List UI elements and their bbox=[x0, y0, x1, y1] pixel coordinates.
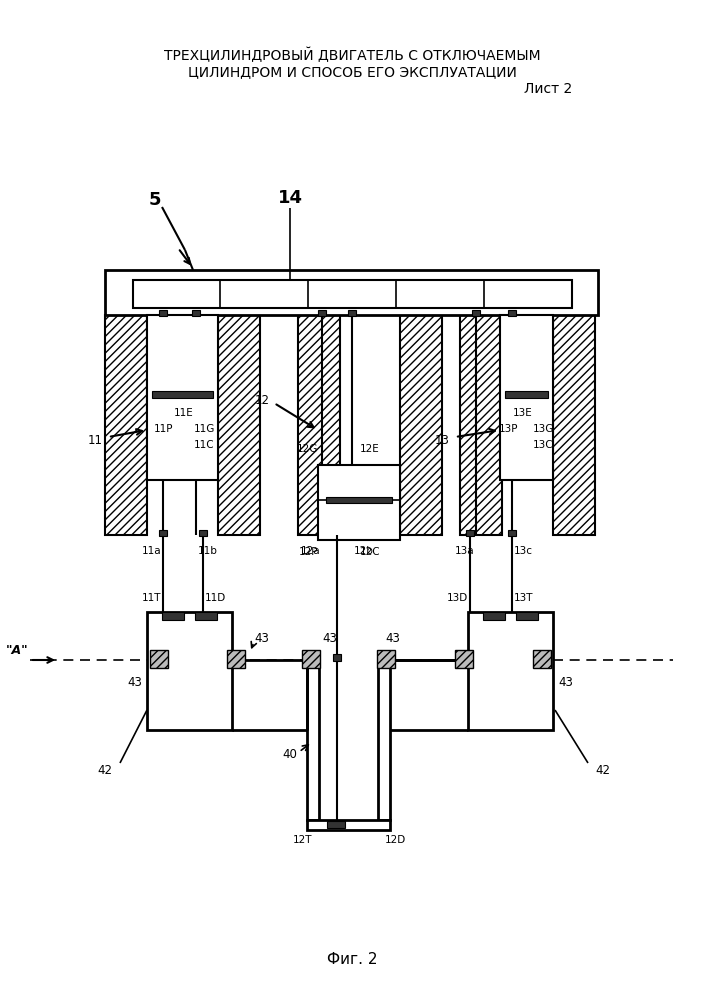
Text: 12E: 12E bbox=[360, 444, 380, 454]
Bar bbox=[327, 821, 345, 828]
Text: 12b: 12b bbox=[354, 546, 374, 556]
Bar bbox=[533, 650, 551, 668]
Text: 12D: 12D bbox=[385, 835, 406, 845]
Text: 13G: 13G bbox=[533, 424, 555, 434]
Text: 12a: 12a bbox=[300, 546, 320, 556]
Bar bbox=[302, 650, 320, 668]
Bar bbox=[318, 465, 400, 540]
Bar bbox=[400, 315, 442, 535]
Text: 42: 42 bbox=[595, 764, 610, 776]
Text: 13T: 13T bbox=[514, 593, 534, 603]
Text: 5: 5 bbox=[149, 191, 161, 209]
Text: 11D: 11D bbox=[205, 593, 226, 603]
Text: 11P: 11P bbox=[154, 424, 174, 434]
Bar bbox=[472, 310, 480, 316]
Bar bbox=[505, 391, 548, 398]
Text: 13D: 13D bbox=[446, 593, 468, 603]
Text: 11G: 11G bbox=[194, 424, 215, 434]
Bar bbox=[516, 612, 538, 620]
Bar bbox=[333, 654, 341, 661]
Text: 14: 14 bbox=[278, 189, 302, 207]
Text: 13E: 13E bbox=[513, 408, 533, 418]
Bar bbox=[150, 650, 168, 668]
Text: 43: 43 bbox=[322, 632, 337, 645]
Bar bbox=[468, 612, 553, 730]
Bar bbox=[460, 315, 502, 535]
Bar bbox=[348, 310, 356, 316]
Text: 13P: 13P bbox=[499, 424, 519, 434]
Text: Фиг. 2: Фиг. 2 bbox=[327, 952, 378, 968]
Bar bbox=[378, 660, 390, 820]
Bar bbox=[500, 315, 553, 480]
Bar bbox=[159, 310, 167, 316]
Text: 12: 12 bbox=[255, 393, 270, 406]
Text: "А": "А" bbox=[6, 644, 28, 656]
Text: 43: 43 bbox=[127, 676, 142, 688]
Bar bbox=[105, 315, 147, 535]
Bar bbox=[152, 391, 213, 398]
Text: 43: 43 bbox=[385, 632, 400, 645]
Bar bbox=[326, 497, 392, 503]
Text: 11C: 11C bbox=[194, 440, 214, 450]
Text: 13C: 13C bbox=[533, 440, 554, 450]
Bar bbox=[508, 310, 516, 316]
Bar bbox=[298, 315, 340, 535]
Bar bbox=[307, 660, 319, 820]
Text: 13: 13 bbox=[435, 434, 450, 446]
Bar bbox=[133, 280, 572, 308]
Text: 11: 11 bbox=[88, 434, 103, 446]
Text: 12C: 12C bbox=[360, 547, 380, 557]
Bar bbox=[147, 612, 232, 730]
Text: Лист 2: Лист 2 bbox=[524, 82, 572, 96]
Text: 42: 42 bbox=[97, 764, 112, 776]
Bar bbox=[553, 315, 595, 535]
Text: 11b: 11b bbox=[198, 546, 218, 556]
Text: 11T: 11T bbox=[141, 593, 161, 603]
Text: 13c: 13c bbox=[514, 546, 533, 556]
Bar bbox=[455, 650, 473, 668]
Bar bbox=[318, 310, 326, 316]
Text: 12T: 12T bbox=[292, 835, 312, 845]
Text: 43: 43 bbox=[254, 632, 269, 645]
Bar bbox=[466, 530, 474, 536]
Bar bbox=[483, 612, 505, 620]
Bar bbox=[227, 650, 245, 668]
Bar bbox=[195, 612, 217, 620]
Text: 12G: 12G bbox=[297, 444, 318, 454]
Bar bbox=[192, 310, 200, 316]
Text: 13a: 13a bbox=[454, 546, 474, 556]
Bar bbox=[218, 315, 260, 535]
Bar bbox=[307, 820, 390, 830]
Bar bbox=[147, 315, 218, 480]
Text: 43: 43 bbox=[558, 676, 573, 688]
Bar bbox=[377, 650, 395, 668]
Bar bbox=[159, 530, 167, 536]
Bar bbox=[162, 612, 184, 620]
Text: ТРЕХЦИЛИНДРОВЫЙ ДВИГАТЕЛЬ С ОТКЛЮЧАЕМЫМ: ТРЕХЦИЛИНДРОВЫЙ ДВИГАТЕЛЬ С ОТКЛЮЧАЕМЫМ bbox=[164, 47, 541, 63]
Text: 11a: 11a bbox=[141, 546, 161, 556]
Text: ЦИЛИНДРОМ И СПОСОБ ЕГО ЭКСПЛУАТАЦИИ: ЦИЛИНДРОМ И СПОСОБ ЕГО ЭКСПЛУАТАЦИИ bbox=[188, 65, 517, 79]
Bar bbox=[105, 270, 598, 315]
Bar bbox=[508, 530, 516, 536]
Text: 11E: 11E bbox=[174, 408, 194, 418]
Bar bbox=[199, 530, 207, 536]
Text: 40: 40 bbox=[282, 748, 297, 762]
Text: 12P: 12P bbox=[299, 547, 318, 557]
